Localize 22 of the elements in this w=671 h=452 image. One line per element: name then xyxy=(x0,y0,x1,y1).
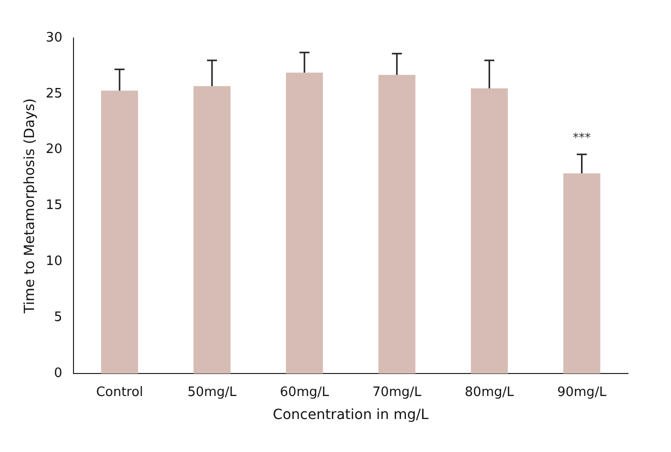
y-tick-label: 30 xyxy=(46,30,62,46)
bar xyxy=(378,74,416,374)
y-tick-label: 15 xyxy=(46,198,62,214)
x-tick-label: 60mg/L xyxy=(280,384,330,400)
y-tick-label: 25 xyxy=(46,86,62,102)
y-tick-label: 20 xyxy=(46,142,62,158)
x-tick-label: 70mg/L xyxy=(372,384,422,400)
y-tick-label: 5 xyxy=(54,310,62,326)
x-tick-label: Control xyxy=(96,384,144,400)
x-tick-label: 90mg/L xyxy=(557,384,608,400)
bar xyxy=(194,86,230,374)
y-tick-label: 0 xyxy=(54,366,62,381)
bar xyxy=(101,90,138,374)
x-tick-label: 80mg/L xyxy=(464,384,515,400)
annotation: *** xyxy=(572,130,591,144)
x-axis-title: Concentration in mg/L xyxy=(272,407,429,424)
y-axis-title: Time to Metamorphosis (Days) xyxy=(22,98,38,314)
x-tick-label: 50mg/L xyxy=(187,384,238,400)
bar xyxy=(470,88,508,374)
bar xyxy=(563,173,600,374)
bar xyxy=(286,72,323,374)
y-tick-label: 10 xyxy=(46,254,62,270)
